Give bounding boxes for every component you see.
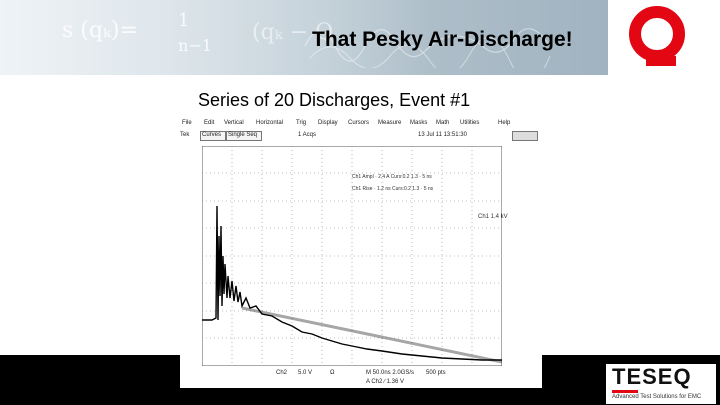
status-impedance: Ω xyxy=(330,370,335,376)
formula-denominator: n−1 xyxy=(178,36,212,55)
teseq-logo: TESEQ Advanced Test Solutions for EMC xyxy=(606,364,716,404)
status-points: 500 pts xyxy=(426,370,446,376)
measurement-readout-2: Ch1 Rise · 1.2 ns Curs:0.2 1.3 · 5 ns xyxy=(352,186,434,192)
menu-item-horizontal[interactable]: Horizontal xyxy=(256,120,284,126)
trigger-label: Tek xyxy=(180,132,190,138)
measurement-readout-1: Ch1 Ampl · 2.4 A Curs:0.2 1.3 · 5 ns xyxy=(352,174,432,180)
acquire-value: Curves xyxy=(202,132,222,138)
slide-header: s (qₖ)= 1 n−1 (qₖ − Q That Pesky Air-Dis… xyxy=(0,0,720,75)
ring-logo-icon xyxy=(629,6,685,66)
acq-count: 1 Acqs xyxy=(298,132,317,138)
menu-item-masks[interactable]: Masks xyxy=(410,120,428,126)
menu-item-utilities[interactable]: Utilities xyxy=(460,120,480,126)
trace-noise-band xyxy=(241,306,502,364)
menu-item-display[interactable]: Display xyxy=(318,120,338,126)
graticule-grid xyxy=(202,146,502,366)
status-timebase: M 50.0ns 2.0GS/s xyxy=(366,370,415,376)
formula-scribble-decoration xyxy=(304,28,551,68)
slide-title: That Pesky Air-Discharge! xyxy=(312,28,573,51)
brand-tagline: Advanced Test Solutions for EMC xyxy=(612,394,702,400)
scope-statusbar: Ch2 5.0 V Ω M 50.0ns 2.0GS/s A Ch2 ∕ 1.3… xyxy=(180,367,542,388)
slide-subtitle: Series of 20 Discharges, Event #1 xyxy=(198,90,471,110)
menu-item-vertical[interactable]: Vertical xyxy=(224,120,244,126)
status-channel: Ch2 xyxy=(276,370,288,376)
formula-term: (qₖ − Q xyxy=(252,20,334,45)
scope-toolbar: Tek Curves Single Seq 1 Acqs 13 Jul 11 1… xyxy=(180,130,542,142)
brand-name: TESEQ xyxy=(612,364,692,389)
run-button[interactable] xyxy=(512,131,538,141)
mode-dropdown[interactable] xyxy=(226,131,262,141)
acquire-dropdown[interactable] xyxy=(200,131,226,141)
menu-item-edit[interactable]: Edit xyxy=(204,120,215,126)
menu-item-help[interactable]: Help xyxy=(498,120,511,126)
date-time: 13 Jul 11 13:51:30 xyxy=(418,132,467,138)
formula-numerator: 1 xyxy=(178,10,190,31)
scope-menubar: File Edit Vertical Horizontal Trig Displ… xyxy=(180,118,542,129)
menu-item-cursors[interactable]: Cursors xyxy=(348,120,370,126)
status-trigger: A Ch2 ∕ 1.36 V xyxy=(366,379,405,385)
channel-readout: Ch1 1.4 kV xyxy=(478,214,508,220)
menu-item-file[interactable]: File xyxy=(182,120,192,126)
menu-item-math[interactable]: Math xyxy=(436,120,450,126)
oscilloscope-screenshot: File Edit Vertical Horizontal Trig Displ… xyxy=(180,118,542,388)
menu-item-measure[interactable]: Measure xyxy=(378,120,402,126)
brand-accent-bar xyxy=(612,390,638,393)
mode-value: Single Seq xyxy=(228,132,258,138)
formula-text: s (qₖ)= xyxy=(62,18,138,43)
brand-logo xyxy=(608,0,720,75)
status-scale: 5.0 V xyxy=(298,370,313,376)
discharge-waveform-trace xyxy=(202,205,502,361)
waveform-graticule xyxy=(202,146,502,366)
menu-item-trig[interactable]: Trig xyxy=(296,120,307,126)
